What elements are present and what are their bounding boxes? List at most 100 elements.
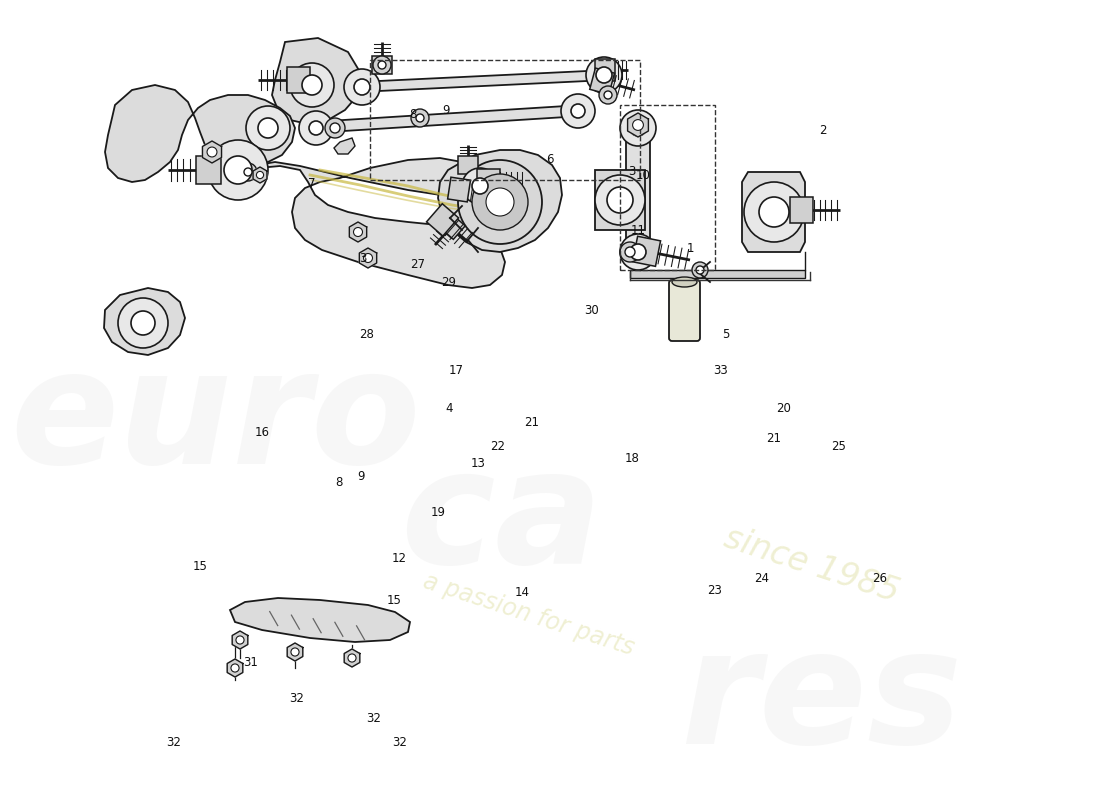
Text: a passion for parts: a passion for parts bbox=[420, 570, 637, 661]
Text: 32: 32 bbox=[392, 736, 407, 749]
Text: 32: 32 bbox=[366, 712, 382, 725]
Text: 10: 10 bbox=[636, 169, 651, 182]
Polygon shape bbox=[202, 141, 221, 163]
Circle shape bbox=[416, 114, 424, 122]
Text: 26: 26 bbox=[872, 572, 888, 585]
Circle shape bbox=[630, 120, 646, 136]
Polygon shape bbox=[230, 598, 410, 642]
Circle shape bbox=[239, 163, 257, 181]
Text: 30: 30 bbox=[584, 304, 600, 317]
Polygon shape bbox=[590, 68, 615, 94]
Text: 27: 27 bbox=[410, 258, 426, 270]
Text: 28: 28 bbox=[359, 328, 374, 341]
Text: 11: 11 bbox=[630, 224, 646, 237]
Text: 21: 21 bbox=[524, 416, 539, 429]
Polygon shape bbox=[350, 222, 366, 242]
Text: 5: 5 bbox=[723, 328, 729, 341]
Polygon shape bbox=[235, 158, 505, 288]
Circle shape bbox=[309, 121, 323, 135]
Polygon shape bbox=[312, 105, 582, 133]
Circle shape bbox=[630, 244, 646, 260]
Text: 17: 17 bbox=[449, 364, 464, 377]
Text: 24: 24 bbox=[754, 572, 769, 585]
Text: 7: 7 bbox=[308, 178, 315, 190]
Polygon shape bbox=[458, 156, 478, 174]
Text: 1: 1 bbox=[688, 242, 694, 254]
Text: 3: 3 bbox=[360, 252, 366, 265]
Circle shape bbox=[620, 242, 640, 262]
Polygon shape bbox=[438, 150, 562, 252]
Polygon shape bbox=[448, 177, 471, 202]
Text: 14: 14 bbox=[515, 586, 530, 598]
Circle shape bbox=[595, 175, 645, 225]
Circle shape bbox=[472, 174, 528, 230]
Circle shape bbox=[571, 104, 585, 118]
Polygon shape bbox=[104, 85, 295, 182]
Text: 33: 33 bbox=[713, 364, 728, 377]
Text: 15: 15 bbox=[386, 594, 402, 606]
Text: 23: 23 bbox=[707, 584, 723, 597]
Circle shape bbox=[692, 262, 708, 278]
Circle shape bbox=[299, 111, 333, 145]
Circle shape bbox=[290, 63, 334, 107]
Text: 8: 8 bbox=[409, 108, 416, 121]
Text: 4: 4 bbox=[446, 402, 452, 414]
Bar bbox=[370, 60, 640, 180]
Circle shape bbox=[244, 168, 252, 176]
Circle shape bbox=[256, 171, 264, 178]
Text: 32: 32 bbox=[166, 736, 182, 749]
Text: res: res bbox=[680, 622, 962, 778]
Text: euro: euro bbox=[10, 342, 420, 498]
Text: 9: 9 bbox=[358, 470, 364, 483]
Polygon shape bbox=[476, 169, 501, 195]
Circle shape bbox=[620, 234, 656, 270]
Polygon shape bbox=[287, 643, 303, 661]
Circle shape bbox=[302, 75, 322, 95]
Circle shape bbox=[759, 197, 789, 227]
Polygon shape bbox=[360, 248, 376, 268]
Polygon shape bbox=[372, 56, 392, 74]
FancyBboxPatch shape bbox=[669, 280, 700, 341]
Text: 15: 15 bbox=[192, 560, 208, 573]
Circle shape bbox=[604, 91, 612, 99]
Text: 2: 2 bbox=[820, 124, 826, 137]
Circle shape bbox=[561, 94, 595, 128]
Text: 20: 20 bbox=[776, 402, 791, 414]
Circle shape bbox=[353, 227, 363, 237]
Circle shape bbox=[131, 311, 155, 335]
Polygon shape bbox=[358, 70, 608, 92]
Polygon shape bbox=[438, 213, 465, 239]
Circle shape bbox=[231, 664, 239, 672]
Circle shape bbox=[696, 266, 704, 274]
Polygon shape bbox=[287, 67, 310, 93]
Polygon shape bbox=[630, 270, 805, 278]
Polygon shape bbox=[790, 197, 813, 223]
Polygon shape bbox=[344, 649, 360, 667]
Circle shape bbox=[486, 188, 514, 216]
Circle shape bbox=[378, 61, 386, 69]
Circle shape bbox=[330, 123, 340, 133]
Circle shape bbox=[586, 57, 622, 93]
Circle shape bbox=[207, 147, 217, 157]
Circle shape bbox=[348, 654, 356, 662]
Polygon shape bbox=[253, 167, 267, 183]
Text: 19: 19 bbox=[430, 506, 446, 518]
Circle shape bbox=[344, 69, 380, 105]
Circle shape bbox=[472, 178, 488, 194]
Text: 6: 6 bbox=[547, 154, 553, 166]
Polygon shape bbox=[628, 113, 648, 137]
Circle shape bbox=[620, 110, 656, 146]
Polygon shape bbox=[228, 659, 243, 677]
Polygon shape bbox=[232, 631, 248, 649]
Bar bbox=[620, 105, 715, 270]
Circle shape bbox=[363, 254, 373, 262]
Polygon shape bbox=[196, 156, 221, 184]
Text: 3: 3 bbox=[628, 165, 635, 178]
Circle shape bbox=[411, 109, 429, 127]
Circle shape bbox=[235, 636, 244, 644]
Text: ca: ca bbox=[400, 442, 603, 598]
Polygon shape bbox=[742, 172, 805, 252]
Circle shape bbox=[324, 118, 345, 138]
Circle shape bbox=[600, 86, 617, 104]
Text: 16: 16 bbox=[254, 426, 270, 438]
